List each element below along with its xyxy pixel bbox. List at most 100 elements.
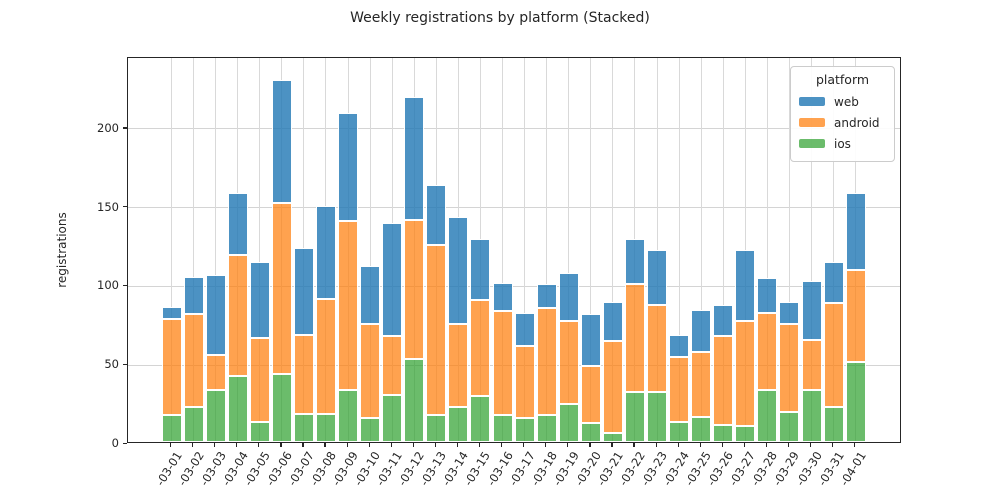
bar-segment-ios xyxy=(227,375,248,442)
x-tick-mark xyxy=(258,443,260,447)
x-tick-mark xyxy=(589,443,591,447)
bar-segment-web xyxy=(470,238,491,301)
bar-segment-ios xyxy=(514,418,535,442)
bar-segment-android xyxy=(271,202,292,375)
y-tick-label: 50 xyxy=(104,357,119,372)
plot-area xyxy=(127,57,901,443)
y-tick-label: 200 xyxy=(97,120,119,135)
bar-segment-ios xyxy=(249,421,270,442)
bar-segment-android xyxy=(249,338,270,422)
v-gridline xyxy=(678,58,680,442)
v-gridline xyxy=(833,58,835,442)
y-tick-label: 100 xyxy=(97,278,119,293)
bar-segment-ios xyxy=(845,361,866,442)
bar-segment-android xyxy=(161,319,182,416)
x-tick-mark xyxy=(412,443,414,447)
bar-segment-ios xyxy=(271,374,292,442)
bar-segment-ios xyxy=(691,416,712,442)
bar-segment-ios xyxy=(602,432,623,442)
bar-segment-ios xyxy=(382,394,403,442)
bar-segment-android xyxy=(293,334,314,414)
bar-segment-web xyxy=(249,262,270,339)
v-gridline xyxy=(568,58,570,442)
x-tick-mark xyxy=(787,443,790,447)
bar-segment-ios xyxy=(360,418,381,442)
x-tick-mark xyxy=(699,443,701,447)
bar-segment-web xyxy=(713,304,734,337)
bar-segment-web xyxy=(779,301,800,324)
bar-segment-web xyxy=(514,312,535,346)
legend-label: web xyxy=(834,94,859,109)
bar-segment-web xyxy=(757,278,778,313)
legend-entry-ios: ios xyxy=(799,133,886,154)
bar-segment-android xyxy=(315,298,336,414)
bar-segment-web xyxy=(382,223,403,337)
bar-segment-web xyxy=(205,275,226,356)
y-tick-label: 0 xyxy=(111,436,119,450)
bar-segment-android xyxy=(205,355,226,391)
bar-segment-android xyxy=(713,336,734,425)
x-tick-mark xyxy=(854,443,856,447)
bar-segment-android xyxy=(669,356,690,422)
bar-segment-ios xyxy=(580,423,601,442)
bar-segment-web xyxy=(293,248,314,335)
bar-segment-web xyxy=(845,193,866,271)
h-gridline xyxy=(128,207,900,209)
x-tick-mark xyxy=(765,443,768,447)
bar-segment-ios xyxy=(293,413,314,442)
legend-title: platform xyxy=(815,72,870,87)
v-gridline xyxy=(524,58,526,442)
bar-segment-web xyxy=(338,112,359,222)
bar-segment-android xyxy=(558,320,579,405)
bar-segment-android xyxy=(823,303,844,408)
bar-segment-ios xyxy=(536,415,557,442)
y-tick-mark xyxy=(123,363,127,365)
v-gridline xyxy=(766,58,768,442)
x-tick-mark xyxy=(810,443,812,447)
x-tick-mark xyxy=(390,443,392,447)
y-axis-label: registrations xyxy=(55,212,69,288)
v-gridline xyxy=(502,58,504,442)
x-tick-mark xyxy=(302,443,304,447)
bar-segment-web xyxy=(669,334,690,357)
y-tick-mark xyxy=(123,284,127,287)
bar-segment-web xyxy=(448,216,469,324)
bar-segment-android xyxy=(624,284,645,392)
bar-segment-ios xyxy=(426,415,447,442)
bar-segment-android xyxy=(602,341,623,433)
bar-segment-web xyxy=(536,284,557,309)
bar-segment-android xyxy=(514,345,535,419)
bar-segment-web xyxy=(624,238,645,285)
bar-segment-ios xyxy=(823,407,844,442)
v-gridline xyxy=(193,58,195,442)
bar-segment-android xyxy=(647,304,668,392)
bar-segment-web xyxy=(183,276,204,315)
x-tick-mark xyxy=(170,443,172,447)
v-gridline xyxy=(590,58,592,442)
x-tick-mark xyxy=(832,443,834,447)
bar-segment-android xyxy=(382,336,403,395)
legend-label: android xyxy=(834,115,880,130)
bar-segment-web xyxy=(602,301,623,342)
legend-swatch-web xyxy=(799,97,825,106)
bar-segment-web xyxy=(360,265,381,324)
bar-segment-web xyxy=(823,262,844,304)
bar-segment-ios xyxy=(713,424,734,442)
bar-segment-web xyxy=(315,205,336,299)
v-gridline xyxy=(788,58,790,442)
x-tick-mark xyxy=(677,443,679,447)
x-tick-mark xyxy=(324,443,326,447)
x-tick-mark xyxy=(567,443,569,447)
v-gridline xyxy=(546,58,548,442)
y-tick-mark xyxy=(123,206,127,208)
bar-segment-android xyxy=(183,314,204,408)
x-tick-mark xyxy=(434,443,437,447)
v-gridline xyxy=(215,58,217,442)
bar-segment-android xyxy=(735,320,756,427)
bar-segment-android xyxy=(360,323,381,419)
bar-segment-android xyxy=(227,254,248,376)
bar-segment-android xyxy=(404,219,425,359)
bar-segment-ios xyxy=(624,391,645,442)
legend: platform web android ios xyxy=(790,66,895,162)
